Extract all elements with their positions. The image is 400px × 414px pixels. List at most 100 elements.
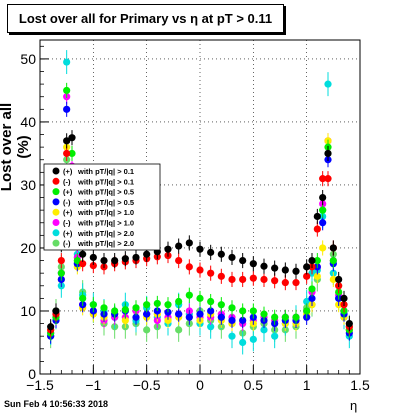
legend-sign: (-) [63, 177, 71, 186]
data-point [52, 307, 60, 315]
data-point [228, 316, 236, 325]
legend: (+) with pT/|q| > 0.1 (-) with pT/|q| > 0.1… [43, 163, 161, 251]
data-point [329, 275, 337, 284]
data-point [228, 332, 236, 340]
data-point [143, 310, 151, 318]
data-point [260, 262, 268, 270]
data-point [196, 294, 204, 302]
data-point [303, 272, 311, 280]
legend-sign: (+) [63, 167, 73, 176]
data-point [249, 307, 257, 315]
data-point [313, 272, 321, 280]
data-point [308, 285, 316, 293]
y-tick-label: 0 [28, 366, 36, 382]
data-point [111, 307, 119, 315]
data-point [185, 239, 193, 247]
data-point [313, 225, 321, 233]
data-point [260, 326, 268, 334]
x-tick-label: 0 [196, 377, 204, 393]
data-point [292, 313, 300, 321]
data-point [47, 323, 55, 331]
legend-marker [52, 188, 60, 196]
data-point [324, 149, 332, 158]
data-point [249, 260, 257, 268]
data-point [207, 269, 215, 277]
data-point [153, 299, 161, 308]
data-point [132, 304, 140, 312]
legend-marker [52, 177, 60, 185]
legend-box [43, 163, 161, 251]
data-point [217, 272, 225, 280]
data-point [63, 149, 71, 158]
data-point [271, 264, 279, 272]
legend-label: with pT/|q| > 1.0 [77, 208, 134, 217]
legend-sign: (+) [63, 229, 73, 238]
data-point [121, 255, 129, 263]
timestamp: Sun Feb 4 10:56:33 2018 [4, 399, 109, 409]
data-point [63, 137, 71, 145]
data-point [228, 253, 236, 262]
data-point [185, 263, 193, 271]
data-point [207, 307, 215, 315]
y-tick-label: 50 [20, 51, 36, 67]
data-point [303, 297, 311, 306]
y-tick-label: 40 [20, 114, 36, 130]
data-point [319, 206, 327, 214]
data-point [132, 253, 140, 262]
legend-sign: (+) [63, 188, 73, 197]
data-point [292, 279, 300, 287]
data-point [308, 294, 316, 302]
data-point [228, 304, 236, 312]
data-point [175, 242, 183, 250]
data-point [319, 219, 327, 227]
data-point [239, 256, 247, 265]
data-point [175, 326, 183, 334]
legend-marker [52, 198, 60, 206]
y-tick-label: 30 [20, 177, 36, 193]
data-point [281, 266, 289, 274]
legend-label: with pT/|q| > 0.5 [77, 188, 134, 197]
data-point [271, 277, 279, 285]
axis-ticks: −1.5 −1 −0.5 0 0.5 1 1.5 0 10 20 30 40 50 [20, 45, 370, 393]
data-point [228, 275, 236, 284]
data-point [217, 313, 225, 321]
data-point [319, 244, 327, 252]
x-tick-label: −1 [85, 377, 101, 393]
data-point [239, 275, 247, 284]
data-point [308, 256, 316, 265]
data-point [143, 301, 151, 309]
data-point [324, 175, 332, 183]
data-point [340, 294, 348, 302]
data-point [175, 256, 183, 265]
y-tick-label: 10 [20, 303, 36, 319]
legend-label: with pT/|q| > 0.5 [77, 198, 134, 207]
legend-sign: (-) [63, 239, 71, 248]
data-point [196, 310, 204, 318]
data-point [239, 316, 247, 325]
x-tick-label: 1.5 [350, 377, 370, 393]
data-point [319, 175, 327, 183]
data-point [121, 316, 129, 325]
legend-marker [52, 208, 60, 216]
data-point [292, 267, 300, 275]
data-point [164, 301, 172, 309]
data-point [111, 256, 119, 265]
legend-sign: (+) [63, 208, 73, 217]
legend-label: with pT/|q| > 2.0 [77, 239, 134, 248]
data-point [329, 244, 337, 252]
legend-label: with pT/|q| > 0.1 [77, 177, 134, 186]
data-point [196, 245, 204, 253]
data-point [175, 297, 183, 306]
y-tick-label: 20 [20, 240, 36, 256]
data-point [79, 260, 87, 268]
legend-marker [52, 219, 60, 226]
data-point [217, 250, 225, 258]
data-point [164, 316, 172, 325]
data-marks [47, 50, 353, 355]
data-point [79, 250, 87, 258]
data-point [79, 294, 87, 302]
x-axis-title: η [350, 398, 358, 413]
data-point [329, 256, 337, 265]
legend-sign: (-) [63, 219, 71, 228]
